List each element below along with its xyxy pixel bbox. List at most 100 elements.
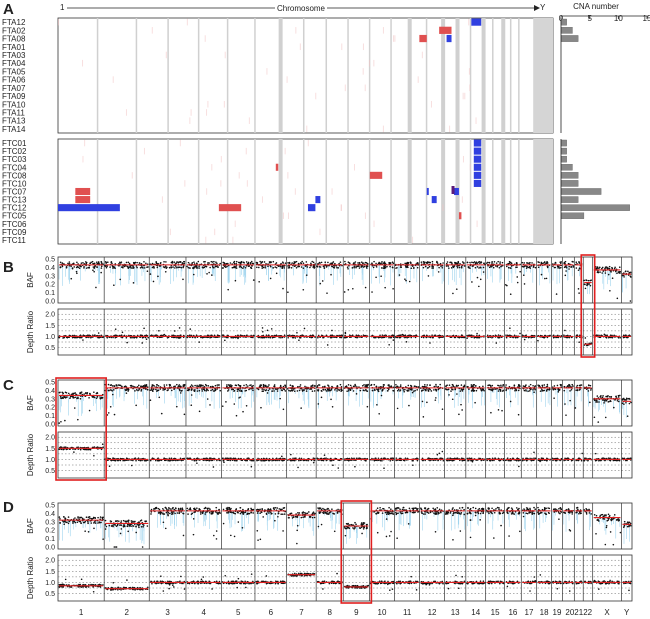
baf-point	[297, 385, 299, 388]
baf-point	[498, 384, 500, 387]
baf-point	[273, 390, 275, 392]
depth-point	[133, 336, 135, 339]
baf-point	[482, 271, 485, 273]
baf-point	[268, 261, 271, 263]
depth-tick-label: 2.0	[45, 435, 55, 442]
faint-cna-mark	[284, 147, 286, 155]
baf-point	[630, 276, 632, 278]
baf-point	[352, 263, 355, 265]
baf-point	[251, 262, 254, 265]
chromosome-separator	[96, 139, 99, 244]
depth-point	[476, 332, 478, 335]
baf-tick-label: 0.1	[45, 290, 55, 297]
baf-point	[429, 384, 431, 386]
depth-point	[195, 459, 197, 462]
baf-point	[618, 271, 621, 273]
chromosome-separator	[390, 139, 392, 244]
baf-point	[422, 266, 425, 269]
depth-point	[509, 334, 511, 337]
baf-point	[355, 266, 357, 269]
baf-point	[229, 262, 232, 264]
depth-point	[458, 336, 461, 339]
baf-point	[183, 384, 185, 387]
baf-point	[255, 261, 258, 264]
baf-point	[135, 404, 137, 407]
baf-point	[157, 384, 160, 387]
baf-point	[570, 266, 572, 269]
baf-point	[404, 388, 406, 391]
baf-point	[575, 267, 578, 269]
baf-point	[490, 411, 492, 414]
depth-point	[389, 459, 392, 462]
baf-point	[590, 279, 592, 282]
baf-point	[119, 278, 121, 281]
baf-point	[378, 412, 380, 415]
heatmap-fta-group: FTA12FTA02FTA08FTA01FTA03FTA04FTA05FTA06…	[2, 17, 579, 134]
baf-point	[519, 270, 521, 273]
baf-point	[461, 390, 464, 392]
faint-cna-mark	[58, 18, 60, 26]
baf-point	[300, 266, 303, 268]
baf-point	[410, 267, 413, 270]
sample-label: FTC07	[2, 188, 27, 197]
faint-cna-mark	[341, 43, 343, 51]
depth-point	[297, 466, 299, 469]
baf-point	[158, 265, 161, 267]
baf-point	[320, 390, 323, 392]
baf-point	[190, 394, 193, 396]
depth-point	[281, 336, 284, 339]
baf-point	[211, 265, 214, 268]
baf-point	[178, 385, 180, 388]
sample-label: FTC13	[2, 196, 27, 205]
baf-point	[179, 392, 182, 394]
baf-point	[610, 271, 612, 273]
chromosome-separator	[368, 139, 371, 244]
chromosome-axis-title: Chromosome	[277, 4, 326, 13]
baf-point	[313, 265, 315, 268]
baf-point	[577, 288, 580, 290]
baf-point	[189, 267, 191, 269]
baf-point	[69, 397, 71, 400]
baf-point	[365, 265, 368, 267]
depth-point	[93, 454, 95, 457]
baf-point	[529, 261, 531, 264]
faint-cna-mark	[205, 236, 207, 244]
baf-point	[233, 403, 236, 405]
baf-point	[491, 384, 494, 387]
depth-point	[317, 336, 319, 339]
baf-point	[372, 266, 375, 269]
baf-point	[80, 391, 83, 393]
baf-point	[156, 384, 159, 386]
baf-point	[377, 390, 380, 392]
baf-point	[468, 388, 470, 390]
depth-point	[77, 446, 79, 449]
baf-point	[338, 389, 341, 392]
baf-point	[452, 388, 454, 391]
baf-point	[413, 267, 415, 269]
baf-point	[67, 392, 70, 395]
chromosome-separator	[135, 139, 138, 244]
depth-point	[563, 334, 565, 336]
depth-point	[447, 457, 449, 460]
cna-count-bar	[560, 172, 579, 179]
faint-cna-mark	[412, 236, 414, 244]
cna-segment-gain	[419, 34, 427, 43]
baf-point	[623, 276, 625, 278]
cna-count-bar	[560, 204, 630, 211]
baf-point	[239, 396, 241, 398]
baf-point	[113, 385, 115, 387]
baf-point	[76, 261, 78, 264]
baf-point	[616, 297, 619, 300]
baf-point	[240, 389, 243, 392]
baf-point	[564, 274, 567, 277]
baf-point	[235, 265, 238, 267]
baf-point	[410, 389, 413, 391]
baf-point	[359, 389, 362, 392]
baf-point	[298, 265, 301, 268]
baf-point	[271, 390, 273, 392]
baf-point	[168, 266, 171, 269]
baf-point	[336, 266, 338, 269]
baf-point	[198, 410, 201, 413]
depth-point	[265, 334, 268, 336]
